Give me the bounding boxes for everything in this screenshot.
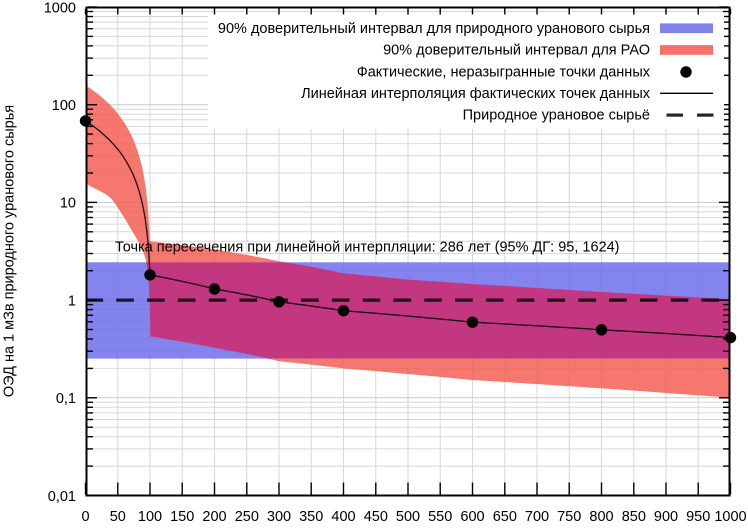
- svg-text:Точка пересечения при линейной: Точка пересечения при линейной интерпляц…: [115, 240, 620, 256]
- svg-text:800: 800: [589, 509, 613, 523]
- svg-text:ОЭД на 1 мЗв природного уранов: ОЭД на 1 мЗв природного уранового сырья: [2, 105, 18, 397]
- svg-text:200: 200: [202, 509, 226, 523]
- svg-text:Линейная интерполяция фактичес: Линейная интерполяция фактических точек …: [301, 86, 651, 102]
- svg-text:1000: 1000: [44, 0, 76, 16]
- svg-text:Фактические, неразыгранные точ: Фактические, неразыгранные точки данных: [357, 64, 651, 80]
- svg-text:0: 0: [81, 509, 89, 523]
- svg-text:150: 150: [170, 509, 194, 523]
- svg-text:100: 100: [138, 509, 162, 523]
- svg-text:750: 750: [557, 509, 581, 523]
- svg-text:0,1: 0,1: [56, 391, 76, 407]
- svg-text:90% доверительный интервал для: 90% доверительный интервал для природног…: [218, 21, 650, 37]
- svg-text:1: 1: [68, 293, 76, 309]
- svg-text:90% доверительный интервал для: 90% доверительный интервал для РАО: [383, 42, 650, 58]
- svg-text:Природное урановое сырьё: Природное урановое сырьё: [463, 107, 650, 123]
- svg-text:550: 550: [428, 509, 452, 523]
- svg-text:350: 350: [299, 509, 323, 523]
- svg-text:250: 250: [235, 509, 259, 523]
- svg-text:700: 700: [525, 509, 549, 523]
- svg-text:950: 950: [686, 509, 710, 523]
- svg-text:650: 650: [493, 509, 517, 523]
- svg-text:300: 300: [267, 509, 291, 523]
- svg-text:50: 50: [110, 509, 126, 523]
- svg-text:600: 600: [460, 509, 484, 523]
- svg-text:400: 400: [331, 509, 355, 523]
- svg-text:0,01: 0,01: [48, 489, 76, 505]
- svg-text:900: 900: [654, 509, 678, 523]
- svg-text:1000: 1000: [714, 509, 746, 523]
- svg-text:850: 850: [622, 509, 646, 523]
- svg-text:450: 450: [364, 509, 388, 523]
- svg-text:100: 100: [52, 98, 76, 114]
- svg-text:10: 10: [60, 196, 76, 212]
- svg-text:500: 500: [396, 509, 420, 523]
